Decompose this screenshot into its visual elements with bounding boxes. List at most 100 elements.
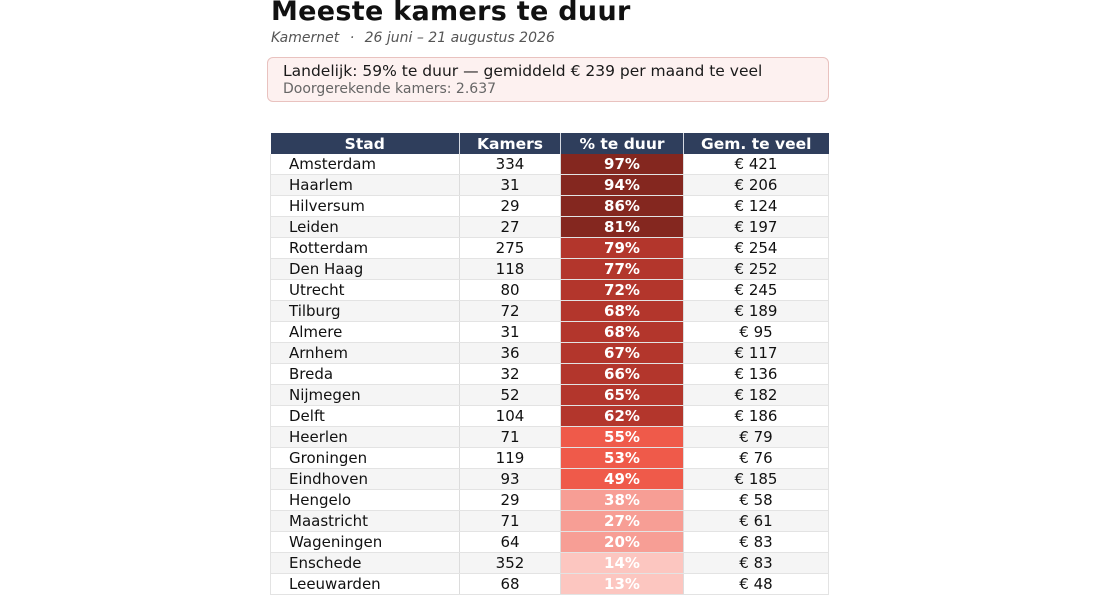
pct-cell: 86% [560,195,684,217]
period-label: 26 juni – 21 augustus 2026 [364,30,555,46]
rooms-cell: 31 [459,174,561,196]
table-row: Leeuwarden 68 13% € 48 [270,573,829,595]
table-row: Groningen 119 53% € 76 [270,447,829,469]
table-row: Leiden 27 81% € 197 [270,216,829,238]
pct-cell: 55% [560,426,684,448]
city-cell: Den Haag [270,258,460,280]
rooms-cell: 334 [459,154,561,175]
rooms-cell: 29 [459,195,561,217]
overprice-cell: € 83 [683,531,829,553]
rooms-cell: 352 [459,552,561,574]
overprice-cell: € 254 [683,237,829,259]
subtitle-separator: · [349,30,355,46]
rooms-cell: 29 [459,489,561,511]
overprice-cell: € 252 [683,258,829,280]
city-cell: Enschede [270,552,460,574]
column-header-kamers[interactable]: Kamers [459,133,561,154]
pct-cell: 72% [560,279,684,301]
pct-cell: 68% [560,300,684,322]
table-row: Haarlem 31 94% € 206 [270,174,829,196]
table-row: Arnhem 36 67% € 117 [270,342,829,364]
city-cell: Maastricht [270,510,460,532]
table-row: Hengelo 29 38% € 58 [270,489,829,511]
city-cell: Hengelo [270,489,460,511]
city-cell: Leiden [270,216,460,238]
subtitle: Kamernet · 26 juni – 21 augustus 2026 [271,30,555,46]
pct-cell: 13% [560,573,684,595]
column-header-pct-te-duur[interactable]: % te duur [560,133,684,154]
city-cell: Breda [270,363,460,385]
table-row: Maastricht 71 27% € 61 [270,510,829,532]
pct-cell: 81% [560,216,684,238]
overprice-cell: € 197 [683,216,829,238]
rooms-cell: 71 [459,426,561,448]
column-header-stad[interactable]: Stad [270,133,460,154]
overprice-cell: € 245 [683,279,829,301]
pct-cell: 62% [560,405,684,427]
pct-cell: 49% [560,468,684,490]
column-header-gem-te-veel[interactable]: Gem. te veel [683,133,829,154]
overprice-cell: € 61 [683,510,829,532]
city-cell: Delft [270,405,460,427]
rooms-cell: 72 [459,300,561,322]
rooms-cell: 118 [459,258,561,280]
rooms-cell: 36 [459,342,561,364]
city-cell: Haarlem [270,174,460,196]
pct-cell: 94% [560,174,684,196]
pct-cell: 65% [560,384,684,406]
table-header-row: Stad Kamers % te duur Gem. te veel [270,133,829,154]
pct-cell: 38% [560,489,684,511]
city-ranking-table: Stad Kamers % te duur Gem. te veel Amste… [270,133,829,595]
table-row: Nijmegen 52 65% € 182 [270,384,829,406]
overprice-cell: € 76 [683,447,829,469]
rooms-cell: 27 [459,216,561,238]
overprice-cell: € 136 [683,363,829,385]
overprice-cell: € 185 [683,468,829,490]
table-row: Den Haag 118 77% € 252 [270,258,829,280]
rooms-cell: 31 [459,321,561,343]
city-cell: Almere [270,321,460,343]
rooms-cell: 275 [459,237,561,259]
table-row: Hilversum 29 86% € 124 [270,195,829,217]
rooms-cell: 80 [459,279,561,301]
overprice-cell: € 58 [683,489,829,511]
summary-box: Landelijk: 59% te duur — gemiddeld € 239… [267,57,829,102]
rooms-cell: 68 [459,573,561,595]
overprice-cell: € 124 [683,195,829,217]
table-row: Amsterdam 334 97% € 421 [270,154,829,175]
rooms-cell: 52 [459,384,561,406]
overprice-cell: € 117 [683,342,829,364]
pct-cell: 20% [560,531,684,553]
city-cell: Nijmegen [270,384,460,406]
city-cell: Tilburg [270,300,460,322]
rooms-cell: 32 [459,363,561,385]
table-row: Utrecht 80 72% € 245 [270,279,829,301]
overprice-cell: € 206 [683,174,829,196]
summary-headline: Landelijk: 59% te duur — gemiddeld € 239… [283,62,763,80]
table-row: Wageningen 64 20% € 83 [270,531,829,553]
source-label: Kamernet [271,30,340,46]
pct-cell: 27% [560,510,684,532]
pct-cell: 79% [560,237,684,259]
city-cell: Eindhoven [270,468,460,490]
summary-computed-rooms: Doorgerekende kamers: 2.637 [283,81,497,97]
pct-cell: 53% [560,447,684,469]
page-title: Meeste kamers te duur [271,0,631,27]
city-cell: Groningen [270,447,460,469]
overprice-cell: € 182 [683,384,829,406]
rooms-cell: 119 [459,447,561,469]
table-row: Eindhoven 93 49% € 185 [270,468,829,490]
table-row: Heerlen 71 55% € 79 [270,426,829,448]
city-cell: Leeuwarden [270,573,460,595]
table-row: Delft 104 62% € 186 [270,405,829,427]
rooms-cell: 104 [459,405,561,427]
city-cell: Wageningen [270,531,460,553]
pct-cell: 67% [560,342,684,364]
overprice-cell: € 186 [683,405,829,427]
table-row: Rotterdam 275 79% € 254 [270,237,829,259]
rooms-cell: 71 [459,510,561,532]
rooms-cell: 64 [459,531,561,553]
table-row: Almere 31 68% € 95 [270,321,829,343]
pct-cell: 14% [560,552,684,574]
table-row: Breda 32 66% € 136 [270,363,829,385]
